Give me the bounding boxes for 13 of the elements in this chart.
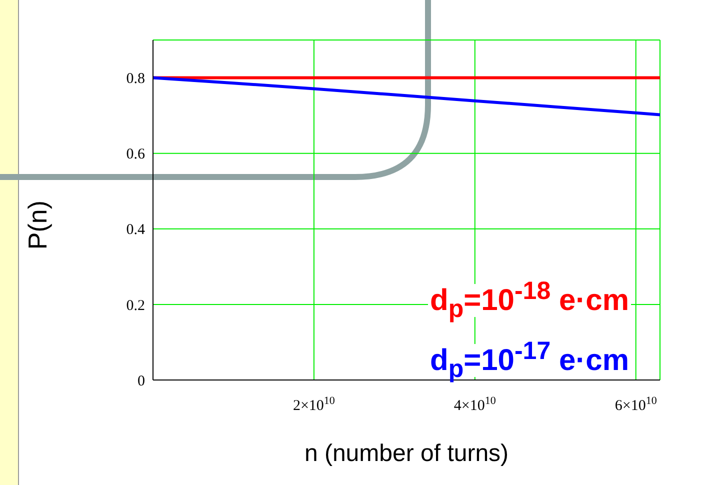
x-axis-title: n (number of turns): [303, 440, 510, 468]
y-tick-label: 0.2: [126, 298, 145, 314]
x-tick-label: 4×10$^{10}$: [454, 395, 496, 414]
text: d$_{p}$=10$^{-17}$ e·cm: [428, 337, 630, 383]
x-tick-label: 2×10$^{10}$: [292, 395, 336, 414]
text: d$_{p}$=10$^{-18}$ e·cm: [428, 277, 630, 323]
line-series: [153, 76, 660, 116]
y-axis-title: P(n): [22, 200, 54, 250]
y-tick-label: 0.8: [126, 71, 145, 88]
x-tick-label: 6×10$^{10}$: [614, 395, 658, 414]
y-tick-label: 0: [138, 373, 145, 390]
y-tick-label: 0.6: [126, 146, 146, 163]
y-tick-label: 0.4: [126, 222, 146, 238]
